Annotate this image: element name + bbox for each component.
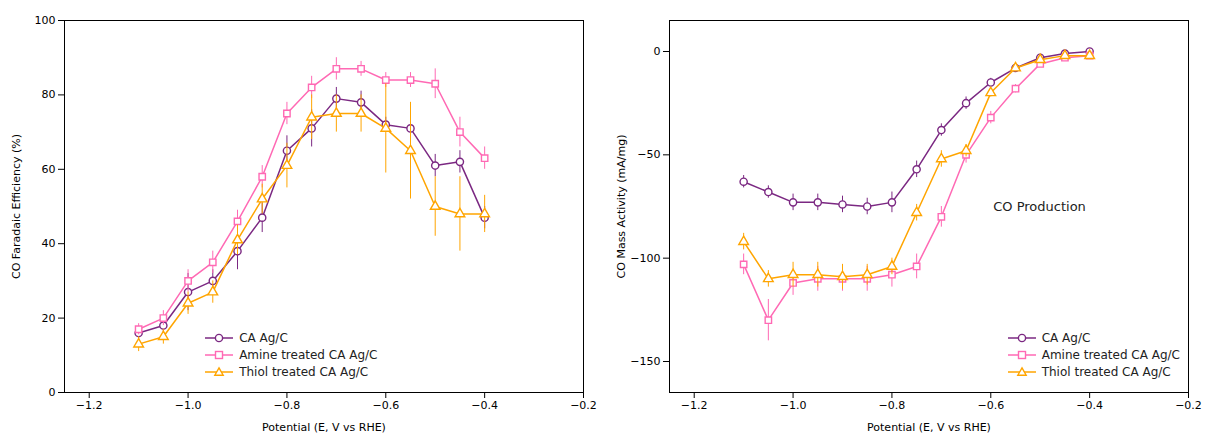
svg-text:−0.6: −0.6 (977, 399, 1004, 412)
svg-text:−0.2: −0.2 (1175, 399, 1202, 412)
svg-text:−0.4: −0.4 (1076, 399, 1103, 412)
svg-text:CO Mass Activity (mA/mg): CO Mass Activity (mA/mg) (615, 135, 628, 279)
svg-text:Potential (E, V vs RHE): Potential (E, V vs RHE) (867, 421, 991, 434)
svg-text:−0.4: −0.4 (471, 399, 498, 412)
svg-text:CO Faradaic Efficiency (%): CO Faradaic Efficiency (%) (10, 134, 23, 279)
svg-text:100: 100 (35, 14, 56, 27)
svg-text:−50: −50 (637, 148, 660, 161)
svg-text:−0.8: −0.8 (879, 399, 906, 412)
svg-text:−0.2: −0.2 (570, 399, 597, 412)
html-text:CA Ag/C: CA Ag/C (1041, 330, 1091, 345)
svg-text:−1.2: −1.2 (76, 399, 103, 412)
html-text:Thiol treated CA Ag/C: Thiol treated CA Ag/C (1041, 364, 1171, 379)
svg-text:20: 20 (42, 312, 56, 325)
svg-text:0: 0 (49, 386, 56, 399)
svg-text:−0.6: −0.6 (372, 399, 399, 412)
svg-text:0: 0 (654, 45, 661, 58)
html-text:CA Ag/C: CA Ag/C (239, 330, 288, 345)
svg-text:−1.0: −1.0 (780, 399, 807, 412)
html-text:Amine treated CA Ag/C: Amine treated CA Ag/C (239, 347, 378, 362)
svg-text:CO Production: CO Production (993, 199, 1086, 214)
html-text:Amine treated CA Ag/C: Amine treated CA Ag/C (1041, 347, 1180, 362)
svg-text:−0.8: −0.8 (274, 399, 301, 412)
svg-text:Potential (E, V vs RHE): Potential (E, V vs RHE) (262, 421, 386, 434)
svg-text:−150: −150 (630, 355, 660, 368)
html-text:Thiol treated CA Ag/C: Thiol treated CA Ag/C (239, 364, 369, 379)
svg-text:60: 60 (42, 163, 56, 176)
svg-text:40: 40 (42, 237, 56, 250)
svg-text:−1.2: −1.2 (681, 399, 708, 412)
svg-text:−1.0: −1.0 (175, 399, 202, 412)
svg-text:−100: −100 (630, 252, 660, 265)
svg-text:80: 80 (42, 88, 56, 101)
